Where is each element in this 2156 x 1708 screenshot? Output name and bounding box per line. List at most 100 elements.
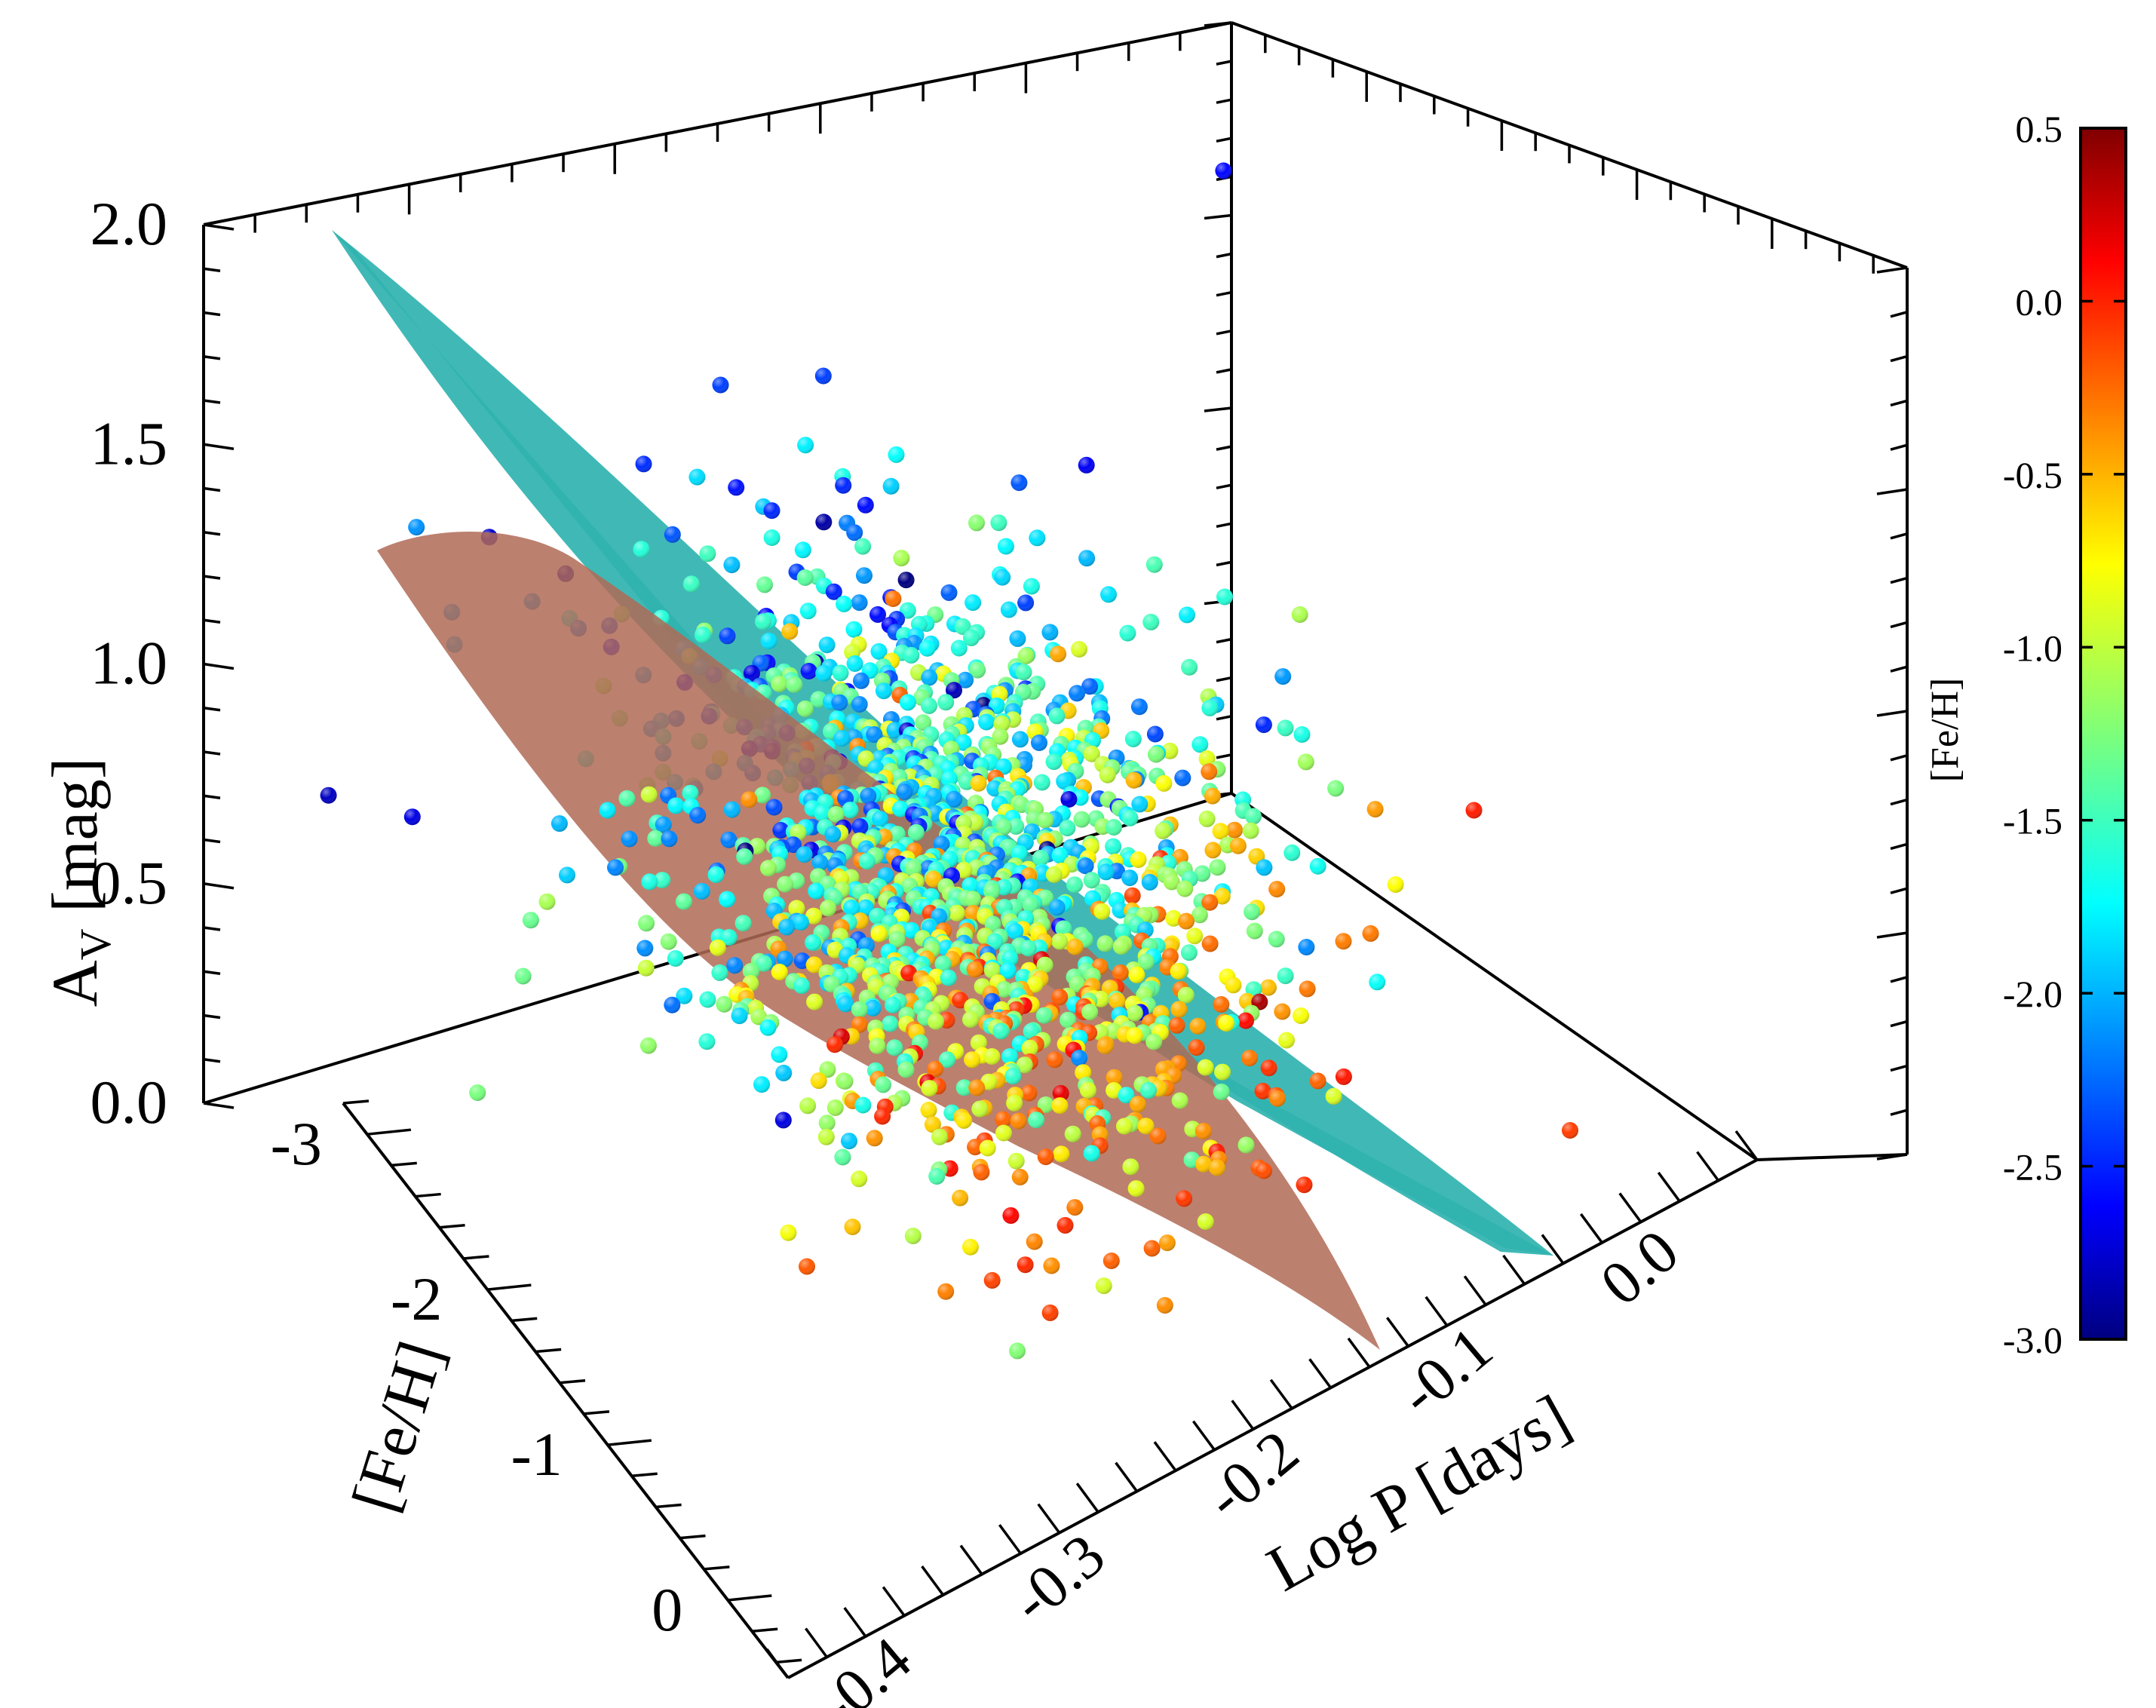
scatter-point-shading <box>1155 822 1172 839</box>
scatter-point-shading <box>931 908 948 925</box>
feh-tick <box>775 1658 802 1664</box>
scatter-point-shading <box>760 633 777 649</box>
logp-tick <box>843 1607 867 1638</box>
scatter-point-shading <box>599 802 616 819</box>
scatter-point-shading <box>1121 809 1139 826</box>
scatter-point-shading <box>635 455 652 473</box>
scatter-point-shading <box>875 1076 891 1093</box>
scatter-point-shading <box>869 1037 886 1054</box>
scatter-point-shading <box>1194 865 1211 882</box>
scatter-point-shading <box>1026 976 1044 993</box>
scatter-point-shading <box>731 1007 748 1025</box>
scatter-point-shading <box>834 1148 851 1166</box>
feh-tick <box>679 1534 706 1540</box>
scatter-point-shading <box>1075 1064 1092 1081</box>
scatter-point-shading <box>1242 822 1259 839</box>
feh-tick <box>342 1099 370 1105</box>
scatter-point-shading <box>937 694 955 711</box>
scatter-point-shading <box>1204 842 1222 859</box>
scatter-point-shading <box>818 1115 836 1132</box>
scatter-point-shading <box>1260 979 1277 996</box>
z-tick-right <box>1890 354 1908 363</box>
z-tick-back <box>1204 21 1232 27</box>
scatter-point-shading <box>1066 938 1084 955</box>
scatter-point-shading <box>797 437 814 454</box>
scatter-point-shading <box>967 1139 984 1156</box>
z-tick-back <box>1216 753 1232 759</box>
scatter-point-shading <box>1011 474 1028 492</box>
scatter-point-shading <box>1298 939 1315 955</box>
logp-tick <box>804 1627 828 1658</box>
scatter-point-shading <box>741 791 758 808</box>
scatter-point-shading <box>689 807 707 824</box>
z-axis-title: AV [mag] <box>38 758 120 1007</box>
scatter-point-shading <box>1213 888 1231 905</box>
scatter-point-shading <box>893 550 910 567</box>
scatter-point-shading <box>1156 1297 1173 1314</box>
scatter-point-shading <box>1131 796 1149 813</box>
scatter-point-shading <box>772 822 790 839</box>
scatter-point-shading <box>961 877 979 894</box>
scatter-point-shading <box>654 872 671 889</box>
scatter-point-shading <box>950 639 968 657</box>
scatter-point-shading <box>774 1112 792 1129</box>
scatter-point-shading <box>851 594 868 612</box>
scatter-point-shading <box>946 682 962 699</box>
scatter-point-shading <box>970 774 987 792</box>
scatter-point-shading <box>755 613 771 630</box>
scatter-point-shading <box>1052 1084 1069 1102</box>
scatter-point-shading <box>1009 630 1026 647</box>
scatter-point-shading <box>962 629 980 646</box>
z-tick-right <box>1890 754 1908 762</box>
scatter-point-shading <box>842 802 859 819</box>
scatter-point-shading <box>1023 1023 1040 1040</box>
z-tick <box>203 882 235 890</box>
scatter-point-shading <box>682 784 699 802</box>
scatter-point-shading <box>925 870 942 888</box>
z-tick-back <box>1216 445 1232 451</box>
scatter-point-shading <box>1176 1190 1193 1207</box>
teal-surface <box>332 230 1553 1256</box>
scatter-point-shading <box>675 893 692 910</box>
colorbar-ticks: 0.5 0.0 -0.5 -1.0 -1.5 -2.0 -2.5 -3.0 <box>2003 108 2126 1361</box>
logp-tick <box>765 1648 790 1679</box>
scatter-point-shading <box>920 1102 937 1118</box>
scatter-point-shading <box>857 899 874 916</box>
feh-tick <box>607 1439 652 1446</box>
scatter-point-shading <box>919 639 936 657</box>
scatter-point-shading <box>1083 1145 1100 1162</box>
scatter-point-shading <box>1145 1033 1163 1050</box>
scatter-point-shading <box>968 1079 986 1096</box>
scatter-point-shading <box>1260 1059 1277 1077</box>
scatter-point-shading <box>897 572 915 589</box>
scatter-point-shading <box>966 961 983 978</box>
front-bottom-edge <box>787 1158 1758 1679</box>
scatter-point-shading <box>1105 819 1122 836</box>
z-tick-back <box>1216 676 1232 682</box>
scatter-point-shading <box>1277 967 1294 985</box>
scatter-point-shading <box>899 694 916 711</box>
scatter-point-shading <box>1562 1122 1578 1139</box>
scatter-point-shading <box>403 808 421 826</box>
logp-tick <box>1269 1378 1293 1409</box>
feh-tick <box>463 1255 489 1260</box>
scatter-point-shading <box>1028 1112 1045 1129</box>
scatter-point-shading <box>1198 750 1216 767</box>
scatter-point-shading <box>1212 823 1229 840</box>
z-tick <box>203 707 221 712</box>
scatter-point-shading <box>1255 716 1272 734</box>
scatter-point-shading <box>759 1019 777 1036</box>
scatter-point-shading <box>776 950 793 967</box>
scatter-point-shading <box>793 977 811 995</box>
scatter-point-shading <box>667 950 684 967</box>
scatter-point-shading <box>827 805 845 823</box>
scatter-point-shading <box>1016 1056 1033 1074</box>
scatter-point-shading <box>904 1228 922 1244</box>
scatter-point-shading <box>1225 977 1242 994</box>
scatter-point-shading <box>1037 811 1054 829</box>
scatter-point-shading <box>1006 1094 1023 1112</box>
scatter-point-shading <box>874 1108 891 1125</box>
z-tick-right <box>1890 798 1908 806</box>
z-tick-right <box>1876 931 1908 939</box>
scatter-point-shading <box>1189 1017 1207 1035</box>
